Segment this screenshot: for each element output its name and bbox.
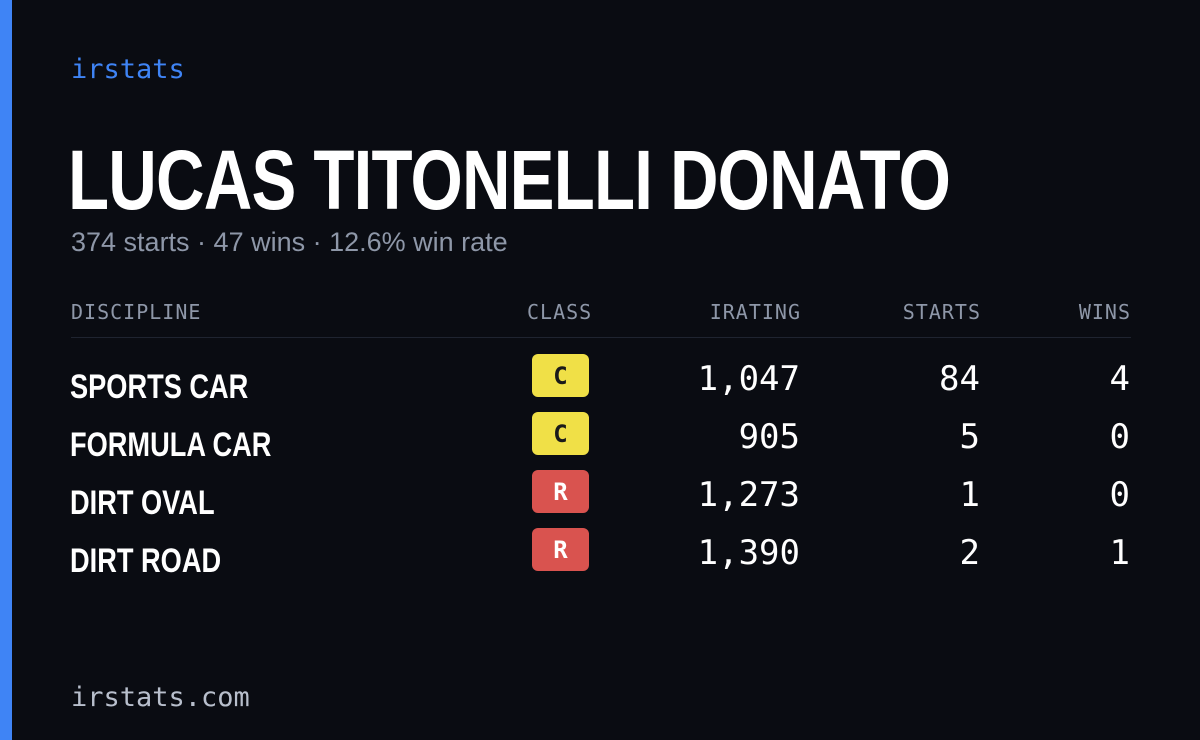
discipline-name: SPORTS CAR xyxy=(70,368,249,406)
class-badge: R xyxy=(532,470,589,513)
starts-value: 84 xyxy=(939,359,980,399)
table-row: FORMULA CAR C 905 5 0 xyxy=(70,396,1131,462)
discipline-table: DISCIPLINE CLASS IRATING STARTS WINS SPO… xyxy=(70,300,1131,578)
header-wins: WINS xyxy=(1078,300,1131,324)
class-badge: C xyxy=(532,354,589,397)
table-row: DIRT ROAD R 1,390 2 1 xyxy=(70,512,1131,578)
irating-value: 905 xyxy=(738,417,800,457)
table-header: DISCIPLINE CLASS IRATING STARTS WINS xyxy=(71,300,1131,338)
wins-value: 0 xyxy=(1109,475,1130,515)
table-row: SPORTS CAR C 1,047 84 4 xyxy=(70,338,1131,404)
class-badge: R xyxy=(532,528,589,571)
header-irating: IRATING xyxy=(709,300,801,324)
wins-value: 1 xyxy=(1109,533,1130,573)
irating-value: 1,273 xyxy=(697,475,800,515)
header-discipline: DISCIPLINE xyxy=(71,300,202,324)
header-class: CLASS xyxy=(527,300,593,324)
wins-value: 0 xyxy=(1109,417,1130,457)
brand-logo[interactable]: irstats xyxy=(71,54,185,85)
starts-value: 5 xyxy=(959,417,980,457)
starts-value: 2 xyxy=(959,533,980,573)
irating-value: 1,047 xyxy=(697,359,800,399)
class-badge: C xyxy=(532,412,589,455)
footer-url[interactable]: irstats.com xyxy=(71,682,250,713)
header-starts: STARTS xyxy=(902,300,981,324)
driver-name: LUCAS TITONELLI DONATO xyxy=(68,133,951,227)
discipline-name: DIRT OVAL xyxy=(70,484,215,522)
table-body: SPORTS CAR C 1,047 84 4 FORMULA CAR C 90… xyxy=(70,338,1131,578)
wins-value: 4 xyxy=(1109,359,1130,399)
accent-bar xyxy=(0,0,12,740)
discipline-name: DIRT ROAD xyxy=(70,542,222,580)
starts-value: 1 xyxy=(959,475,980,515)
irating-value: 1,390 xyxy=(697,533,800,573)
table-row: DIRT OVAL R 1,273 1 0 xyxy=(70,454,1131,520)
discipline-name: FORMULA CAR xyxy=(70,426,272,464)
driver-summary: 374 starts · 47 wins · 12.6% win rate xyxy=(71,227,508,257)
